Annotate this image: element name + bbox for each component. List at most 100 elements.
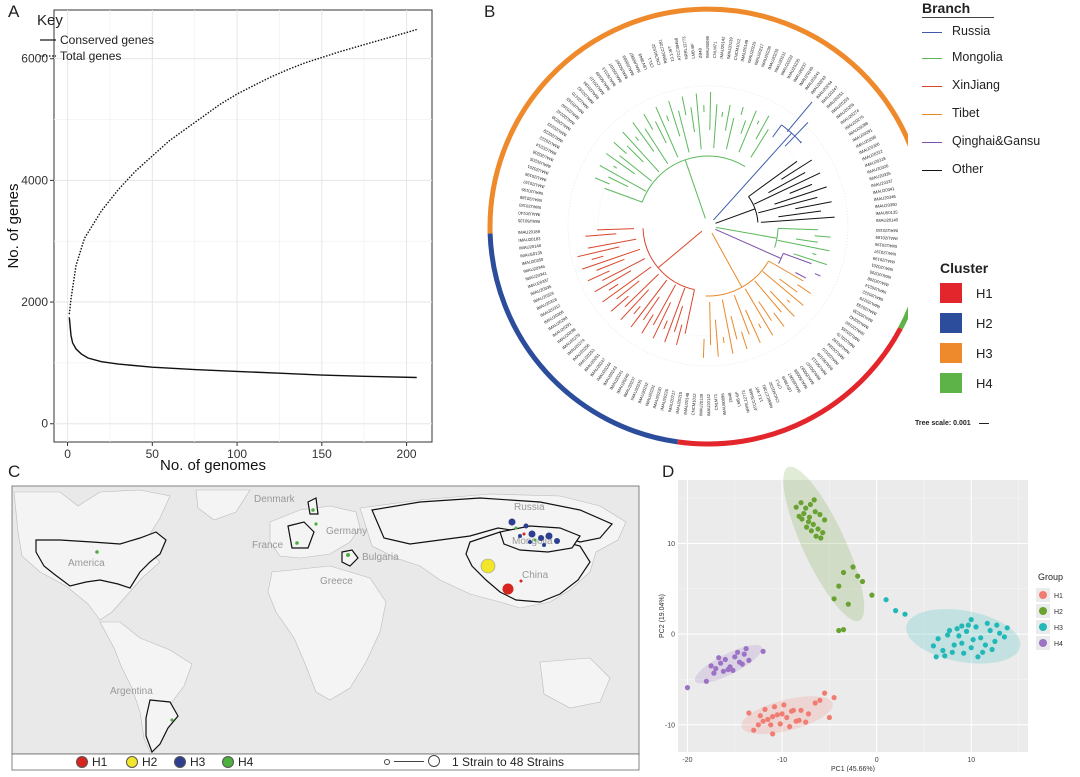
tree-scale: Tree scale: 0.001 <box>915 420 989 427</box>
x-tick-label: 0 <box>64 447 71 461</box>
tip-label: 13.1-WT <box>754 386 764 403</box>
point-h2 <box>799 516 805 522</box>
point-h1 <box>803 719 809 725</box>
tree-scale-label: Tree scale: 0.001 <box>915 420 971 427</box>
legend-label-h2: H2 <box>1054 609 1063 616</box>
x-axis-label: PC1 (45.66%) <box>831 766 875 772</box>
point-h2 <box>798 500 804 506</box>
branch-legend-label: Tibet <box>952 106 980 120</box>
point-h1 <box>771 704 778 710</box>
branch-legend-item: XinJiang <box>922 74 1072 102</box>
x-axis-label: No. of genomes <box>160 457 266 474</box>
tip-label: ZB48 <box>698 47 703 58</box>
y-tick-label: 4000 <box>21 173 48 187</box>
legend-label-h4: H4 <box>1054 641 1063 648</box>
tip-label: IMAU20341 <box>525 270 548 281</box>
point-h3 <box>961 650 967 656</box>
tip-label: CNLM71 <box>712 41 718 58</box>
y-tick-label: -10 <box>665 722 675 729</box>
branch-legend-swatch <box>922 114 942 115</box>
branch-mongolia <box>594 91 770 219</box>
branch-legend-swatch <box>922 32 942 33</box>
panel-a: A 0 50 100 150 200 0 2000 4000 6000 No. of genome… <box>0 0 440 475</box>
country-label-germany: Germany <box>326 526 367 537</box>
tip-label: IMAU20346 <box>523 264 546 274</box>
branch-legend-swatch <box>922 86 942 87</box>
tree-scale-bar <box>978 422 989 424</box>
tip-label: IMAU20201 <box>870 262 893 272</box>
strain-dot-h3-5 <box>545 532 553 540</box>
legend-h1-label: H1 <box>92 755 108 769</box>
point-h1 <box>768 722 774 728</box>
cluster-legend-label: H2 <box>976 316 993 331</box>
strain-dot-h3-8 <box>542 543 546 547</box>
ring-h2 <box>487 233 679 445</box>
tip-label: IMAU20199 <box>524 171 547 182</box>
country-label-russia: Russia <box>514 502 545 513</box>
point-h4 <box>708 663 714 669</box>
point-h4 <box>735 649 741 655</box>
point-h2 <box>793 504 799 510</box>
strain-dot-mongolia-h1 <box>522 532 526 536</box>
legend-h1-dot <box>76 756 88 768</box>
tip-label: CFL1 <box>647 56 655 68</box>
tip-label: IMAU50095 <box>705 35 710 58</box>
tip-label: IMAU20226 <box>659 388 669 411</box>
point-h2 <box>840 569 847 576</box>
panel-letter-d: D <box>662 462 675 481</box>
point-h3 <box>973 624 979 630</box>
point-h3 <box>902 611 908 617</box>
cluster-legend-label: H3 <box>976 346 993 361</box>
branch-legend-item: Qinghai&Gansu <box>922 130 1072 158</box>
ring-h3 <box>487 6 908 234</box>
panel-letter-b: B <box>484 2 496 21</box>
point-h4 <box>722 656 728 663</box>
point-h2 <box>869 592 875 598</box>
tip-label: IMAU20140 <box>517 210 540 217</box>
point-h4 <box>730 667 736 673</box>
point-h3 <box>970 637 976 643</box>
cluster-legend-item: H4 <box>940 366 1040 396</box>
tip-label: IMAU20140 <box>876 217 899 223</box>
point-h2 <box>831 596 837 602</box>
country-label-china: China <box>522 570 549 581</box>
australia <box>539 657 611 709</box>
strain-dots <box>95 508 560 722</box>
tip-label: IMAU50135 <box>517 218 540 224</box>
point-h4 <box>732 654 738 660</box>
tip-label: IMAU20205 <box>868 269 891 280</box>
ring-h4 <box>898 306 908 330</box>
tip-label: IMAU20142 <box>719 36 726 59</box>
strain-dot-bulgaria <box>346 553 350 557</box>
tip-label: IMAU20199 <box>872 256 895 265</box>
point-h4 <box>703 678 709 684</box>
point-h3 <box>968 617 974 623</box>
branch-legend-item: Other <box>922 158 1072 186</box>
strain-dot-china-h1 <box>519 579 523 583</box>
tip-label: IMAU20189 <box>518 229 541 235</box>
ring-h1 <box>677 327 903 447</box>
point-h4 <box>718 660 724 666</box>
tip-label: IMAU20139 <box>698 393 704 416</box>
key-title: Key <box>37 12 63 29</box>
branch-legend-item: Tibet <box>922 102 1072 130</box>
point-h3 <box>968 645 974 651</box>
argentina-outline <box>145 699 179 754</box>
greenland <box>195 489 251 521</box>
tip-label: IMAU20337 <box>871 178 894 188</box>
point-h3 <box>984 620 990 626</box>
group-ellipse-h2 <box>783 466 865 622</box>
branch-other <box>715 159 835 224</box>
cluster-legend-swatch <box>940 313 962 333</box>
point-h3 <box>1004 625 1010 631</box>
point-h1 <box>779 711 785 717</box>
branch-legend-label: Mongolia <box>952 50 1003 64</box>
guide-ring <box>567 85 849 367</box>
strain-dot-france <box>295 541 299 545</box>
legend-h3-label: H3 <box>190 755 206 769</box>
point-h2 <box>811 497 817 503</box>
tip-label: IMAU20197 <box>522 179 545 189</box>
x-tick-label: -10 <box>777 757 787 764</box>
legend-key-h4 <box>1039 639 1047 647</box>
